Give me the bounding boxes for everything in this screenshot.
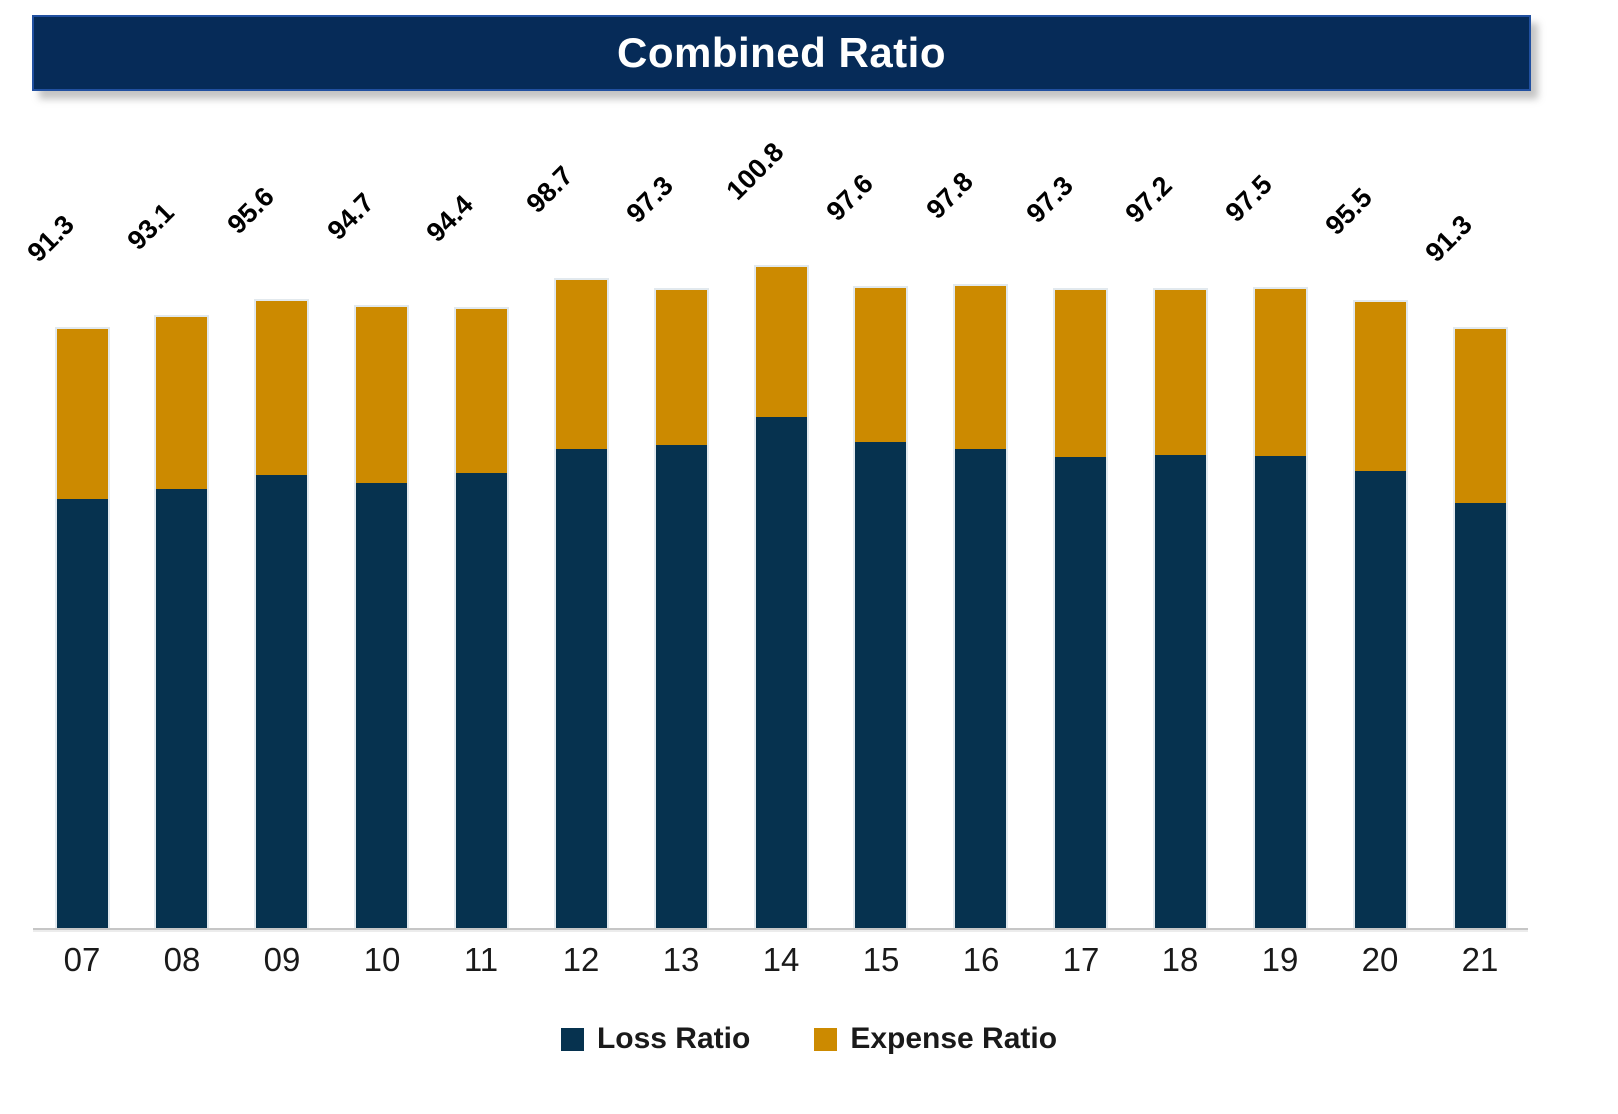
bar-total-label: 98.7 [520,160,579,219]
x-axis-label: 10 [363,941,401,978]
bar-segment-loss-ratio [1355,471,1406,928]
bar-segment-expense-ratio [1055,290,1106,457]
bar-segment-loss-ratio [1255,456,1306,928]
bar-segment-expense-ratio [1455,329,1506,503]
bar-total-label: 95.6 [221,181,280,240]
bar-segment-loss-ratio [356,483,407,928]
bar-14 [754,265,809,930]
bar-segment-expense-ratio [656,290,707,445]
bar-19 [1253,287,1308,930]
bar-10 [354,305,409,930]
bar-segment-loss-ratio [456,473,507,928]
bar-16 [953,284,1008,930]
bar-total-label: 95.5 [1319,182,1378,241]
x-axis-label: 18 [1161,941,1199,978]
bar-08 [154,315,209,930]
bar-total-label: 97.2 [1119,170,1178,229]
bar-total-label: 100.8 [720,136,790,206]
bar-segment-loss-ratio [57,499,108,928]
bar-20 [1353,300,1408,930]
bar-segment-loss-ratio [1055,457,1106,928]
bar-12 [554,278,609,930]
bar-11 [454,307,509,930]
bar-segment-loss-ratio [756,417,807,928]
bar-segment-expense-ratio [57,329,108,499]
bar-segment-expense-ratio [1155,290,1206,455]
expense-ratio-swatch-icon [814,1027,838,1051]
x-axis-label: 21 [1461,941,1499,978]
bar-15 [853,286,908,930]
bar-13 [654,288,709,930]
bar-segment-expense-ratio [955,286,1006,449]
bar-total-label: 91.3 [1419,209,1478,268]
x-axis-label: 13 [662,941,700,978]
bar-segment-loss-ratio [656,445,707,928]
bar-segment-expense-ratio [456,309,507,473]
bar-total-label: 94.7 [321,187,380,246]
bar-07 [55,327,110,930]
bar-total-label: 94.4 [420,189,479,248]
loss-ratio-swatch-icon [560,1027,584,1051]
bar-18 [1153,288,1208,930]
x-axis-label: 09 [263,941,301,978]
bar-segment-loss-ratio [955,449,1006,928]
x-axis-label: 14 [762,941,800,978]
bar-segment-loss-ratio [256,475,307,928]
bar-segment-expense-ratio [756,267,807,417]
bar-total-label: 97.8 [920,166,979,225]
bar-17 [1053,288,1108,930]
bar-segment-expense-ratio [556,280,607,449]
bar-total-label: 93.1 [121,197,180,256]
bar-segment-expense-ratio [356,307,407,483]
bar-total-label: 97.6 [820,168,879,227]
bar-segment-loss-ratio [556,449,607,928]
bar-segment-expense-ratio [855,288,906,442]
bar-segment-expense-ratio [1355,302,1406,471]
bar-segment-expense-ratio [1255,289,1306,456]
x-axis-label: 19 [1261,941,1299,978]
x-axis-label: 11 [463,941,499,978]
bar-total-label: 97.3 [620,170,679,229]
bar-total-label: 97.5 [1219,169,1278,228]
bar-segment-loss-ratio [855,442,906,928]
x-axis-line [33,928,1528,930]
bar-segment-expense-ratio [256,301,307,475]
bar-segment-loss-ratio [1155,455,1206,928]
x-axis-label: 20 [1361,941,1399,978]
x-axis-label: 08 [163,941,201,978]
bar-total-label: 97.3 [1020,170,1079,229]
chart-title-banner: Combined Ratio [32,15,1531,91]
bar-09 [254,299,309,930]
legend-label-expense-ratio: Expense Ratio [850,1022,1058,1055]
bar-segment-loss-ratio [156,489,207,928]
bar-total-label: 91.3 [21,209,80,268]
legend-item-expense-ratio: Expense Ratio [814,1022,1057,1056]
x-axis-label: 12 [562,941,600,978]
x-axis-label: 17 [1062,941,1100,978]
chart-title: Combined Ratio [617,29,946,76]
legend-label-loss-ratio: Loss Ratio [596,1022,751,1055]
bar-segment-loss-ratio [1455,503,1506,928]
legend-item-loss-ratio: Loss Ratio [560,1022,751,1056]
x-axis-label: 15 [862,941,900,978]
x-axis-label: 16 [962,941,1000,978]
legend: Loss Ratio Expense Ratio [0,1022,1618,1056]
x-axis-label: 07 [63,941,101,978]
bar-21 [1453,327,1508,930]
bar-segment-expense-ratio [156,317,207,489]
